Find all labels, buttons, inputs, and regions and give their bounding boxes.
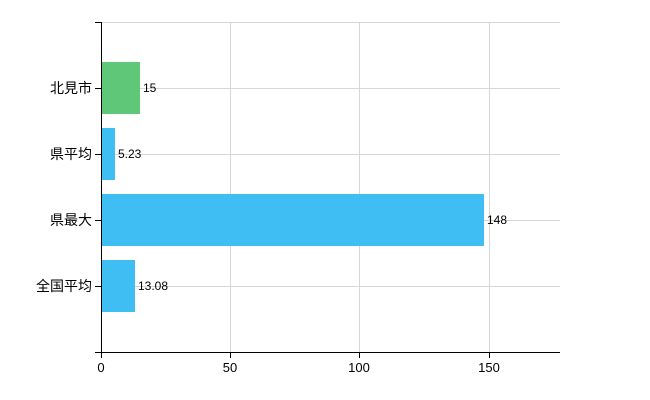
y-axis-tick (95, 22, 101, 23)
x-tick-label: 150 (478, 360, 500, 375)
x-gridline (230, 22, 231, 352)
x-tick-label: 50 (222, 360, 238, 375)
bar (101, 260, 135, 312)
y-gridline (101, 88, 560, 89)
y-axis-tick (95, 352, 101, 353)
value-label: 148 (487, 213, 508, 227)
y-axis (101, 22, 102, 353)
bar (101, 128, 115, 180)
y-gridline (101, 154, 560, 155)
y-gridline (101, 286, 560, 287)
value-label: 15 (143, 81, 157, 95)
bar (101, 194, 484, 246)
category-label: 北見市 (50, 80, 92, 96)
bar (101, 62, 140, 114)
value-label: 5.23 (118, 147, 142, 161)
y-axis-tick (95, 286, 101, 287)
x-axis-tick (489, 352, 490, 358)
category-label: 県最大 (50, 212, 92, 228)
x-tick-label: 100 (348, 360, 370, 375)
category-label: 全国平均 (36, 278, 92, 294)
x-axis-tick (230, 352, 231, 358)
plot-top-border (101, 22, 560, 23)
category-label: 県平均 (50, 146, 92, 162)
x-gridline (359, 22, 360, 352)
y-axis-tick (95, 88, 101, 89)
x-axis-tick (359, 352, 360, 358)
x-gridline (489, 22, 490, 352)
y-axis-tick (95, 220, 101, 221)
y-axis-tick (95, 154, 101, 155)
value-label: 13.08 (138, 279, 169, 293)
x-axis-tick (101, 352, 102, 358)
x-axis (101, 352, 560, 353)
x-tick-label: 0 (97, 360, 105, 375)
